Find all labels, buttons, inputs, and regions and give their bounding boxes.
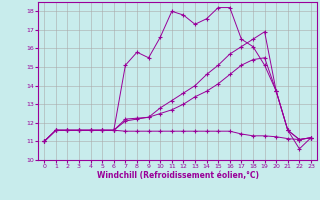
X-axis label: Windchill (Refroidissement éolien,°C): Windchill (Refroidissement éolien,°C) (97, 171, 259, 180)
